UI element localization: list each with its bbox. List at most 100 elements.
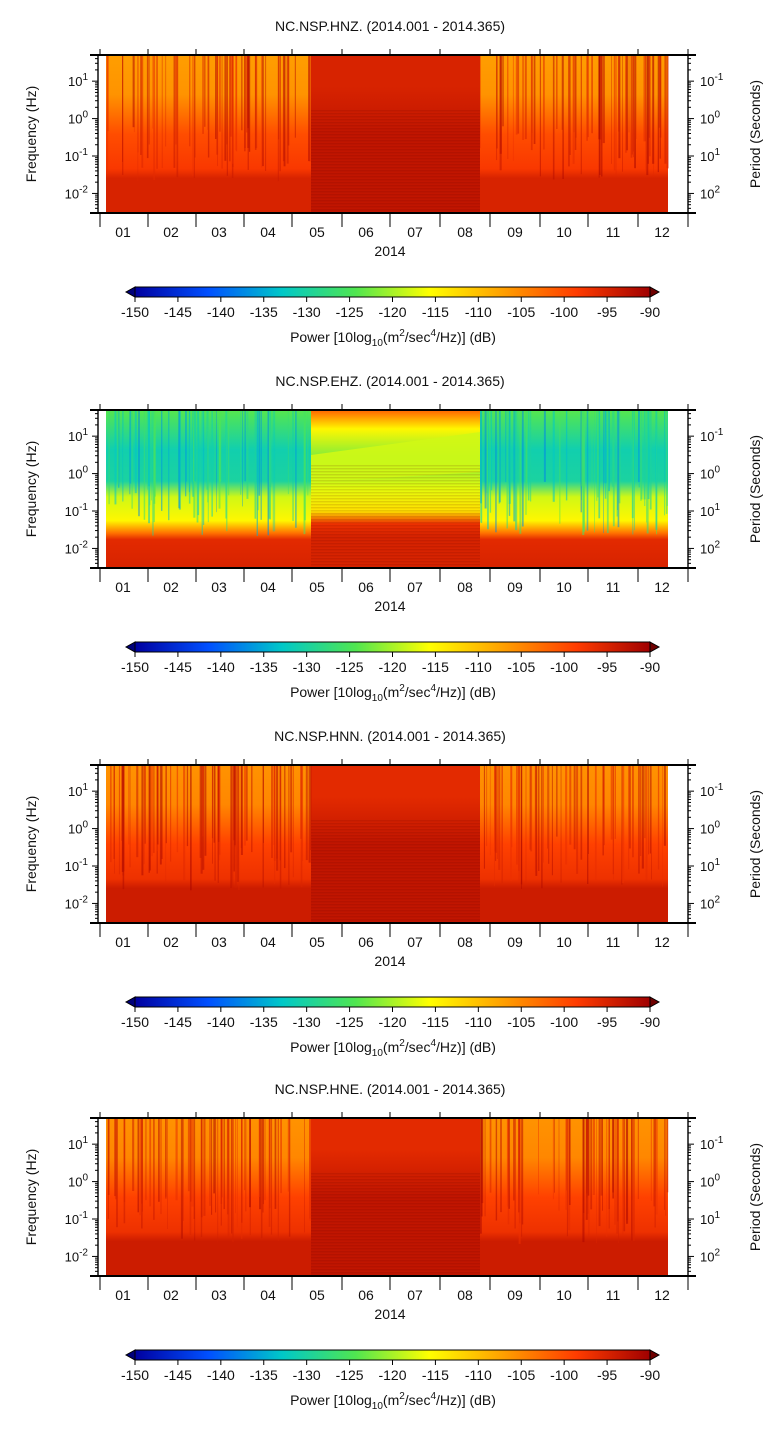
spectrogram-streak: [108, 410, 110, 505]
spectrogram-streak: [145, 1118, 147, 1201]
gap-band: [311, 850, 480, 852]
spectrogram-streak: [645, 765, 648, 882]
spectrogram-streak: [638, 410, 640, 483]
spectrogram-streak: [221, 55, 223, 169]
x-tick-label: 03: [211, 224, 227, 240]
spectrogram-streak: [207, 55, 209, 130]
colorbar-tick-label: -150: [121, 304, 149, 320]
spectrogram-streak: [274, 1118, 277, 1209]
x-tick-label: 08: [457, 1287, 473, 1303]
spectrogram-streak: [194, 55, 196, 158]
gap-band: [311, 555, 480, 557]
colorbar-tick-label: -95: [597, 659, 617, 675]
spectrogram-streak: [530, 765, 533, 852]
colorbar-tick-label: -110: [465, 1367, 492, 1383]
spectrogram-streak: [194, 410, 196, 482]
chart-title: NC.NSP.HNN. (2014.001 - 2014.365): [274, 728, 506, 744]
spectrogram-streak: [556, 55, 558, 129]
spectrogram-streak: [608, 410, 610, 492]
spectrogram-streak: [246, 410, 249, 499]
spectrogram-streak: [506, 1118, 509, 1207]
spectrogram-streak: [614, 765, 616, 839]
spectrogram-streak: [572, 55, 575, 164]
spectrogram-streak: [613, 55, 616, 171]
spectrogram-streak: [548, 765, 550, 864]
y-tick-label: 100: [68, 465, 88, 482]
x-tick-label: 10: [556, 579, 572, 595]
spectrogram-streak: [643, 410, 646, 500]
colorbar-label-part: Power [10log: [290, 1039, 372, 1055]
gap-band: [311, 194, 480, 196]
chart-panel: NC.NSP.HNE. (2014.001 - 2014.365)01 02 03 0…: [23, 1081, 763, 1412]
spectrogram-streak: [292, 765, 294, 878]
gap-band: [311, 823, 480, 825]
spectrogram-streak: [666, 410, 668, 506]
gap-band: [311, 877, 480, 879]
y-axis-label-right: Period (Seconds): [747, 80, 763, 188]
spectrogram-streak: [242, 410, 243, 507]
spectrogram-streak: [535, 765, 538, 876]
spectrogram-streak: [646, 410, 647, 523]
spectrogram-streak: [508, 1118, 510, 1209]
x-tick-label: 03: [211, 1287, 227, 1303]
spectrogram-streak: [308, 765, 311, 863]
spectrogram-streak: [288, 1118, 291, 1237]
gap-band: [311, 561, 480, 563]
spectrogram-streak: [234, 765, 237, 888]
spectrogram-streak: [569, 765, 572, 845]
spectrogram-streak: [307, 410, 309, 496]
spectrogram-streak: [653, 1118, 656, 1207]
spectrogram-streak: [280, 1118, 282, 1194]
x-tick-label: 04: [260, 934, 276, 950]
colorbar-tick-label: -105: [507, 1367, 535, 1383]
colorbar-tick-label: -100: [550, 304, 578, 320]
spectrogram-streak: [173, 55, 176, 168]
y-tick-base: 10: [700, 504, 714, 519]
spectrogram-streak: [256, 410, 258, 536]
gap-band: [311, 886, 480, 888]
y-tick-exp: 0: [82, 1173, 88, 1184]
gap-band: [311, 179, 480, 181]
spectrogram-streak: [527, 410, 530, 501]
spectrogram-streak: [623, 1118, 626, 1232]
colorbar-tick-label: -115: [422, 1014, 449, 1030]
spectrogram-streak: [649, 765, 651, 854]
spectrogram-streak: [176, 765, 179, 853]
spectrogram-streak: [632, 410, 634, 535]
spectrogram-streak: [267, 410, 269, 536]
spectrogram-streak: [199, 765, 202, 858]
y-tick-exp: 0: [714, 465, 720, 476]
spectrogram-streak: [230, 55, 233, 137]
gap-band: [311, 543, 480, 545]
spectrogram-streak: [217, 1118, 219, 1243]
spectrogram-streak: [218, 410, 221, 509]
spectrogram-streak: [594, 410, 595, 533]
spectrogram-streak: [197, 410, 200, 516]
spectrogram-streak: [586, 1118, 589, 1214]
colorbar-tick-label: -95: [597, 1014, 617, 1030]
spectrogram-streak: [287, 410, 289, 495]
spectrogram-streak: [631, 1118, 633, 1200]
y-tick-base: 10: [700, 1175, 714, 1190]
x-tick-label: 01: [115, 224, 131, 240]
spectrogram-streak: [265, 55, 267, 171]
y-axis-label: Frequency (Hz): [23, 1149, 39, 1245]
y-tick-base: 10: [700, 541, 714, 556]
spectrogram-streak: [611, 410, 614, 487]
spectrogram-streak: [643, 55, 646, 142]
spectrogram-streak: [551, 765, 553, 876]
y-tick-base: 10: [68, 467, 82, 482]
colorbar-max-arrow: [649, 286, 661, 298]
colorbar-label-part: (m: [383, 1392, 399, 1408]
spectrogram-streak: [614, 1118, 616, 1225]
x-tick-label: 11: [606, 579, 621, 595]
spectrogram-streak: [569, 1118, 571, 1205]
spectrogram-streak: [582, 1118, 585, 1243]
spectrogram-streak: [230, 1118, 232, 1232]
spectrogram-streak: [543, 55, 545, 150]
colorbar-tick-label: -130: [293, 659, 321, 675]
spectrogram-streak: [148, 410, 150, 524]
spectrogram-streak: [251, 765, 253, 853]
spectrogram-streak: [604, 410, 607, 499]
spectrogram-streak: [602, 1118, 603, 1211]
